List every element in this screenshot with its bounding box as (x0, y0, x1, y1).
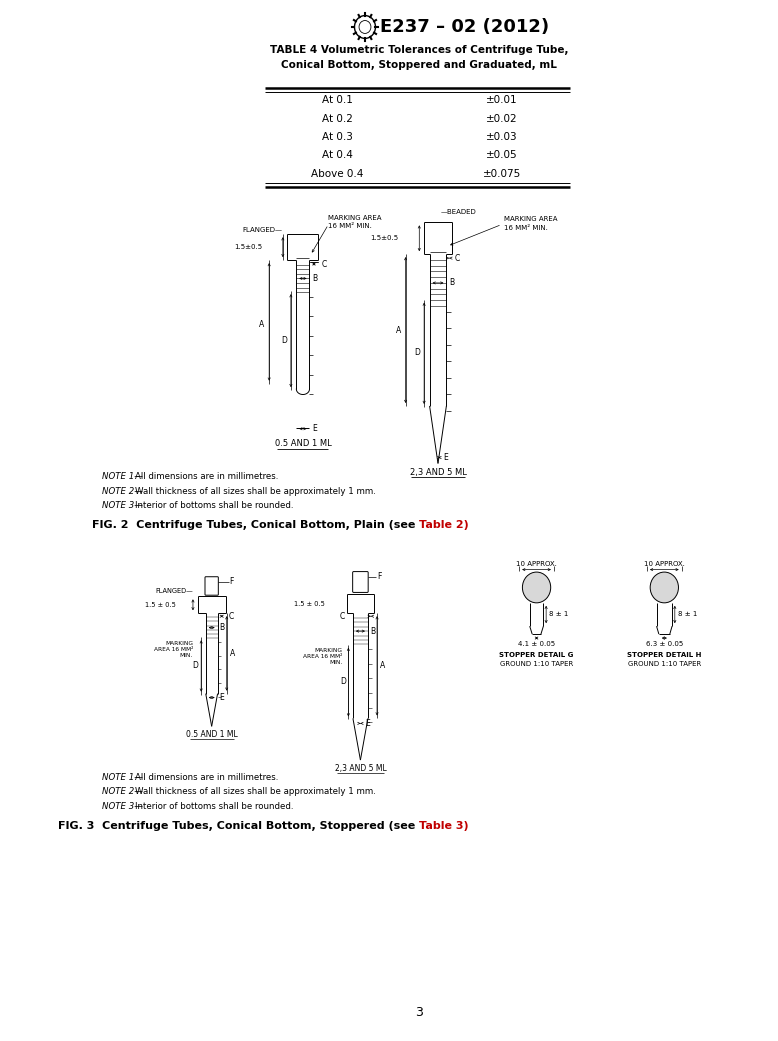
Text: All dimensions are in millimetres.: All dimensions are in millimetres. (135, 773, 279, 782)
Text: Wall thickness of all sizes shall be approximately 1 mm.: Wall thickness of all sizes shall be app… (135, 487, 377, 496)
Text: NOTE 1—: NOTE 1— (102, 473, 143, 481)
Text: 1.5 ± 0.5: 1.5 ± 0.5 (294, 601, 325, 607)
Text: At 0.4: At 0.4 (322, 151, 353, 160)
Text: NOTE 3—: NOTE 3— (102, 802, 143, 811)
Text: E: E (312, 425, 317, 433)
Text: Conical Bottom, Stoppered and Graduated, mL: Conical Bottom, Stoppered and Graduated,… (281, 60, 557, 70)
Text: D: D (192, 661, 198, 670)
Text: Table 2): Table 2) (419, 519, 468, 530)
Text: NOTE 2—: NOTE 2— (102, 487, 143, 496)
Text: C: C (340, 612, 345, 620)
Text: 1.5±0.5: 1.5±0.5 (370, 235, 398, 242)
Text: D: D (282, 335, 287, 345)
Text: F: F (230, 577, 234, 586)
Text: At 0.3: At 0.3 (322, 132, 353, 143)
Text: 1.5±0.5: 1.5±0.5 (233, 245, 262, 250)
FancyBboxPatch shape (352, 572, 368, 592)
Text: ±0.02: ±0.02 (486, 113, 517, 124)
Text: ±0.01: ±0.01 (486, 96, 517, 105)
Text: B: B (370, 627, 376, 636)
Text: 0.5 AND 1 ML: 0.5 AND 1 ML (186, 731, 237, 739)
Circle shape (522, 573, 551, 603)
Text: C: C (321, 259, 327, 269)
Text: 16 MM² MIN.: 16 MM² MIN. (503, 225, 548, 231)
Text: MARKING AREA: MARKING AREA (503, 217, 557, 223)
Text: 2,3 AND 5 ML: 2,3 AND 5 ML (409, 468, 467, 478)
Text: 1.5 ± 0.5: 1.5 ± 0.5 (145, 602, 176, 608)
Circle shape (650, 573, 678, 603)
Text: A: A (396, 326, 401, 334)
Text: 3: 3 (415, 1006, 422, 1018)
Text: 2,3 AND 5 ML: 2,3 AND 5 ML (335, 764, 387, 773)
Text: STOPPER DETAIL G: STOPPER DETAIL G (499, 652, 573, 658)
Text: Interior of bottoms shall be rounded.: Interior of bottoms shall be rounded. (135, 802, 294, 811)
Text: NOTE 1—: NOTE 1— (102, 773, 143, 782)
Text: A: A (259, 320, 265, 329)
Text: D: D (340, 677, 345, 686)
Text: C: C (455, 254, 460, 262)
Text: 8 ± 1: 8 ± 1 (678, 611, 697, 617)
Text: B: B (219, 624, 225, 632)
Text: At 0.1: At 0.1 (322, 96, 353, 105)
Text: FLANGED—: FLANGED— (155, 588, 193, 594)
Text: 0.5 AND 1 ML: 0.5 AND 1 ML (275, 438, 331, 448)
Text: NOTE 2—: NOTE 2— (102, 787, 143, 796)
Text: 6.3 ± 0.05: 6.3 ± 0.05 (646, 641, 683, 648)
Text: FIG. 2  Centrifuge Tubes, Conical Bottom, Plain (see: FIG. 2 Centrifuge Tubes, Conical Bottom,… (92, 519, 419, 530)
Text: TABLE 4 Volumetric Tolerances of Centrifuge Tube,: TABLE 4 Volumetric Tolerances of Centrif… (269, 45, 568, 55)
Text: All dimensions are in millimetres.: All dimensions are in millimetres. (135, 473, 279, 481)
Text: ±0.05: ±0.05 (486, 151, 517, 160)
Text: F: F (377, 573, 382, 581)
Text: E237 – 02 (2012): E237 – 02 (2012) (380, 18, 549, 36)
Text: Table 3): Table 3) (419, 820, 468, 831)
Text: MARKING
AREA 16 MM²
MIN.: MARKING AREA 16 MM² MIN. (153, 641, 193, 658)
Text: ±0.075: ±0.075 (482, 169, 521, 179)
Text: 4.1 ± 0.05: 4.1 ± 0.05 (518, 641, 555, 648)
Text: E: E (365, 719, 370, 728)
Text: 16 MM² MIN.: 16 MM² MIN. (328, 224, 373, 229)
Text: 10 APPROX.: 10 APPROX. (516, 561, 557, 566)
Text: 10 APPROX.: 10 APPROX. (644, 561, 685, 566)
Text: NOTE 3—: NOTE 3— (102, 501, 143, 510)
Text: E: E (219, 693, 224, 702)
Text: At 0.2: At 0.2 (322, 113, 353, 124)
Text: Wall thickness of all sizes shall be approximately 1 mm.: Wall thickness of all sizes shall be app… (135, 787, 377, 796)
Text: A: A (230, 649, 235, 658)
Text: FIG. 3  Centrifuge Tubes, Conical Bottom, Stoppered (see: FIG. 3 Centrifuge Tubes, Conical Bottom,… (58, 820, 419, 831)
Text: GROUND 1:10 TAPER: GROUND 1:10 TAPER (500, 661, 573, 667)
Text: —BEADED: —BEADED (440, 209, 476, 215)
Text: E: E (443, 453, 448, 462)
FancyBboxPatch shape (205, 577, 219, 595)
Text: MARKING
AREA 16 MM²
MIN.: MARKING AREA 16 MM² MIN. (303, 648, 342, 665)
Text: 8 ± 1: 8 ± 1 (548, 611, 568, 617)
Text: FLANGED—: FLANGED— (243, 227, 283, 233)
Text: C: C (229, 612, 234, 620)
Text: Above 0.4: Above 0.4 (311, 169, 364, 179)
Text: B: B (312, 274, 317, 283)
Text: MARKING AREA: MARKING AREA (328, 215, 382, 222)
Text: A: A (380, 661, 385, 670)
Text: B: B (449, 278, 454, 287)
Text: STOPPER DETAIL H: STOPPER DETAIL H (627, 652, 702, 658)
Text: ±0.03: ±0.03 (486, 132, 517, 143)
Text: D: D (415, 349, 420, 357)
Text: Interior of bottoms shall be rounded.: Interior of bottoms shall be rounded. (135, 501, 294, 510)
Text: GROUND 1:10 TAPER: GROUND 1:10 TAPER (628, 661, 701, 667)
